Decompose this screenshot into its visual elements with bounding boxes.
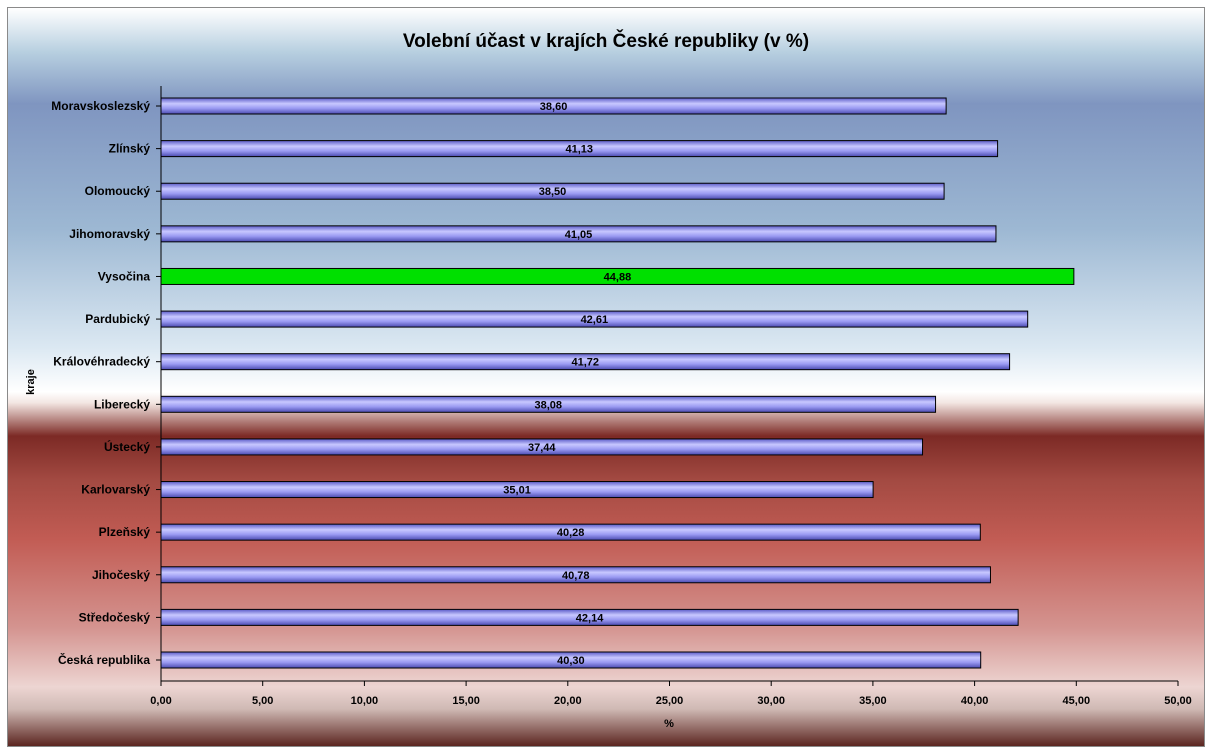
data-label: 42,14 xyxy=(576,612,604,624)
category-label: Ústecký xyxy=(104,439,150,454)
category-label: Česká republika xyxy=(58,652,150,667)
x-tick-label: 50,00 xyxy=(1164,695,1192,707)
category-label: Plzeňský xyxy=(99,525,151,539)
x-tick-label: 25,00 xyxy=(656,695,684,707)
data-label: 41,72 xyxy=(572,357,600,369)
category-label: Středočeský xyxy=(79,610,151,624)
data-label: 40,78 xyxy=(562,570,590,582)
data-label: 42,61 xyxy=(581,314,609,326)
x-tick-label: 35,00 xyxy=(859,695,887,707)
x-tick-label: 40,00 xyxy=(961,695,989,707)
data-label: 38,08 xyxy=(535,399,563,411)
chart-title: Volební účast v krajích České republiky … xyxy=(403,30,809,52)
x-axis-title: % xyxy=(664,718,674,730)
category-label: Jihočeský xyxy=(92,568,150,582)
category-label: Zlínský xyxy=(109,142,151,156)
category-label: Jihomoravský xyxy=(69,227,150,241)
x-tick-label: 10,00 xyxy=(351,695,379,707)
category-label: Liberecký xyxy=(94,397,150,411)
x-tick-label: 5,00 xyxy=(252,695,273,707)
category-label: Vysočina xyxy=(98,269,151,283)
x-tick-label: 0,00 xyxy=(150,695,171,707)
data-label: 40,28 xyxy=(557,527,585,539)
category-label: Moravskoslezský xyxy=(51,99,150,113)
x-tick-label: 15,00 xyxy=(452,695,480,707)
y-axis-title: kraje xyxy=(25,369,37,395)
data-label: 44,88 xyxy=(604,271,632,283)
data-label: 41,13 xyxy=(566,144,594,156)
data-label: 35,01 xyxy=(503,485,531,497)
category-label: Olomoucký xyxy=(85,184,151,198)
data-label: 41,05 xyxy=(565,229,593,241)
category-label: Královéhradecký xyxy=(53,355,150,369)
data-label: 40,30 xyxy=(557,655,585,667)
x-tick-label: 45,00 xyxy=(1063,695,1091,707)
x-tick-label: 20,00 xyxy=(554,695,582,707)
data-label: 37,44 xyxy=(528,442,556,454)
category-label: Pardubický xyxy=(85,312,150,326)
category-label: Karlovarský xyxy=(81,483,150,497)
data-label: 38,60 xyxy=(540,101,568,113)
x-tick-label: 30,00 xyxy=(757,695,785,707)
data-label: 38,50 xyxy=(539,186,567,198)
